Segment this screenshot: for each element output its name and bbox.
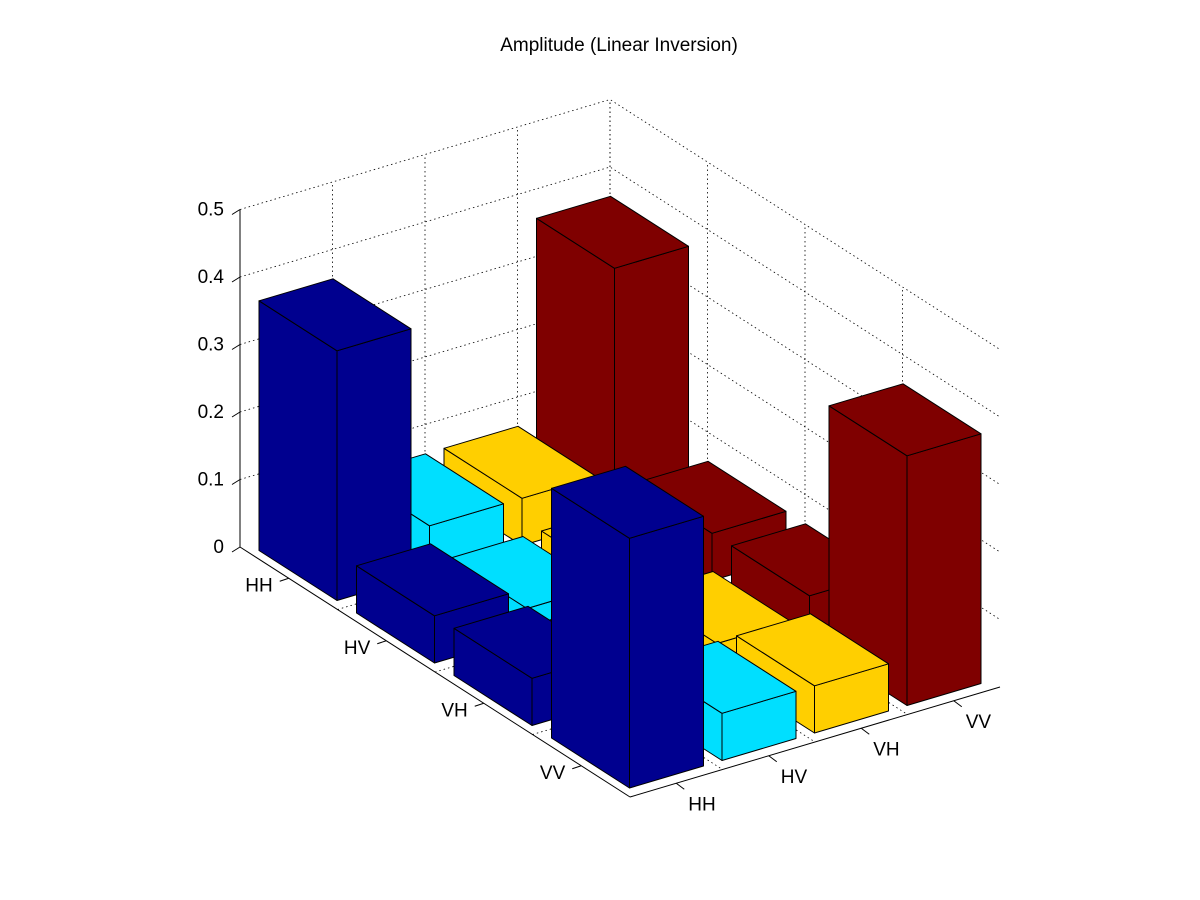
bar-top-face bbox=[258, 278, 412, 352]
col-tick-label: VV bbox=[966, 712, 992, 733]
z-tick-label: 0.5 bbox=[198, 200, 224, 221]
bar-top-face bbox=[356, 543, 509, 617]
row-tick-mark bbox=[572, 765, 582, 770]
bars bbox=[258, 195, 982, 789]
row-tick-label: HH bbox=[245, 575, 272, 596]
col-tick-label: HH bbox=[688, 794, 715, 815]
row-tick-mark bbox=[279, 577, 289, 582]
bar-front-face bbox=[551, 487, 630, 789]
bar-top-face bbox=[551, 465, 704, 539]
z-tick-label: 0.3 bbox=[198, 335, 224, 356]
z-tick-mark bbox=[231, 276, 241, 283]
bar-top-face bbox=[736, 613, 889, 687]
bar-top-face bbox=[828, 383, 982, 457]
row-tick-mark bbox=[474, 702, 484, 707]
col-axis bbox=[629, 686, 1001, 798]
z-tick-mark bbox=[231, 411, 241, 418]
row-tick-label: VV bbox=[540, 763, 566, 784]
z-tick-mark bbox=[231, 344, 241, 350]
z-tick-label: 0.2 bbox=[198, 402, 224, 423]
z-tick-mark bbox=[231, 546, 241, 553]
bar-top-face bbox=[536, 195, 689, 269]
bar bbox=[551, 465, 704, 789]
bar-front-face bbox=[258, 300, 338, 601]
col-tick-mark bbox=[675, 782, 685, 790]
row-tick-label: HV bbox=[344, 638, 371, 659]
row-tick-mark bbox=[377, 640, 387, 645]
col-tick-label: HV bbox=[781, 767, 808, 788]
row-tick-label: VH bbox=[441, 700, 467, 721]
bar-side-face bbox=[906, 433, 982, 706]
z-tick-label: 0.4 bbox=[198, 267, 225, 288]
z-tick-mark bbox=[231, 209, 241, 215]
col-tick-mark bbox=[860, 727, 870, 735]
bar bbox=[258, 278, 412, 601]
bar bbox=[828, 383, 982, 706]
axes bbox=[231, 209, 1001, 798]
z-tick-label: 0.1 bbox=[198, 470, 224, 491]
z-tick-mark bbox=[231, 479, 241, 485]
tick-labels: 0 0.1 0.2 0.3 0.4 0.5 HH HV VH VV HH HV VH VV bbox=[198, 200, 992, 816]
bar bbox=[536, 195, 689, 519]
row-axis bbox=[239, 546, 631, 798]
chart-title: Amplitude (Linear Inversion) bbox=[500, 35, 738, 56]
bar-side-face bbox=[629, 515, 704, 789]
z-tick-label: 0 bbox=[213, 537, 224, 558]
col-tick-mark bbox=[953, 700, 963, 708]
col-tick-label: VH bbox=[873, 739, 899, 760]
col-tick-mark bbox=[768, 755, 778, 763]
